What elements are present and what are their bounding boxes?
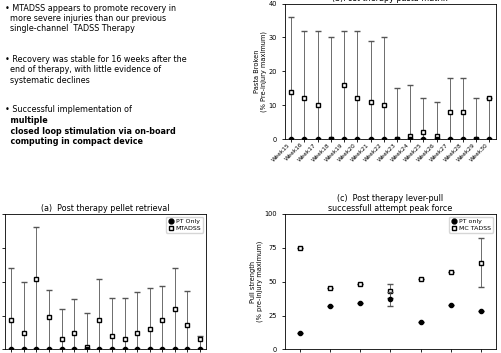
Text: multiple
  closed loop stimulation via on-board
  computing in compact device: multiple closed loop stimulation via on-… (5, 116, 176, 146)
Text: • MTADSS appears to promote recovery in
  more severe injuries than our previous: • MTADSS appears to promote recovery in … (5, 4, 176, 33)
Title: (c)  Post therapy lever-pull
successfull attempt peak force: (c) Post therapy lever-pull successfull … (328, 194, 452, 213)
Legend: PT Only, MTADSS: PT Only, MTADSS (166, 217, 203, 233)
Title: (a)  Post therapy pellet retrieval: (a) Post therapy pellet retrieval (42, 204, 170, 213)
Text: • Recovery was stable for 16 weeks after the
  end of therapy, with little evide: • Recovery was stable for 16 weeks after… (5, 55, 187, 85)
Y-axis label: Pull strength
(% pre-injury maximum): Pull strength (% pre-injury maximum) (249, 241, 263, 322)
Y-axis label: Pasta Broken
(% Pre-injury maximum): Pasta Broken (% Pre-injury maximum) (254, 31, 267, 112)
Legend: PT only, MC TADSS: PT only, MC TADSS (449, 217, 493, 233)
Text: • Successful implementation of: • Successful implementation of (5, 105, 134, 114)
Title: (b)Post therapy pasta matrix: (b)Post therapy pasta matrix (333, 0, 448, 3)
